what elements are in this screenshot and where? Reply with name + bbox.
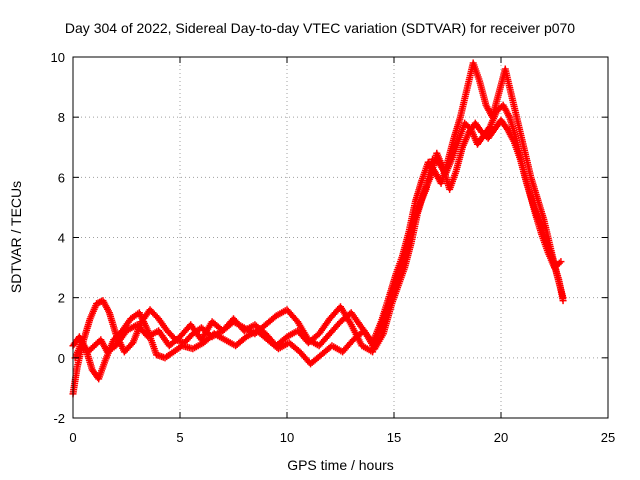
x-tick-label: 25 [601,430,615,445]
series-track-a [69,59,567,398]
x-tick-label: 15 [387,430,401,445]
x-axis-label: GPS time / hours [287,457,394,473]
y-tick-label: 10 [51,50,65,65]
x-tick-label: 20 [494,430,508,445]
data-point [559,297,567,305]
y-tick-label: 6 [58,170,65,185]
chart-title: Day 304 of 2022, Sidereal Day-to-day VTE… [64,20,576,36]
y-tick-label: 0 [58,351,65,366]
x-axis-ticks: 0 5 10 15 20 25 [69,57,615,445]
y-axis-ticks: -2 0 2 4 6 8 10 [51,50,608,426]
y-tick-label: -2 [53,411,65,426]
grid-lines [73,57,608,418]
y-axis-label: SDTVAR / TECUs [8,180,24,294]
x-tick-label: 5 [176,430,183,445]
data-points [69,59,567,398]
x-tick-label: 10 [280,430,294,445]
series-track-c [71,101,565,362]
y-tick-label: 8 [58,110,65,125]
x-tick-label: 0 [69,430,76,445]
y-tick-label: 2 [58,291,65,306]
data-point [557,258,565,266]
y-tick-label: 4 [58,231,65,246]
